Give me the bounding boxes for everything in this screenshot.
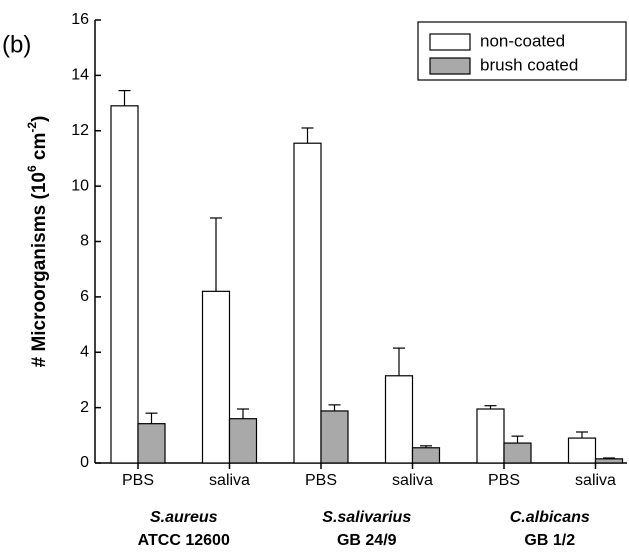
x-tick-label: saliva xyxy=(575,472,616,489)
y-tick-label: 8 xyxy=(80,233,89,250)
bar xyxy=(110,105,139,464)
y-label-part: cm xyxy=(29,133,50,166)
x-tick-label: PBS xyxy=(305,472,337,489)
panel-label: (b) xyxy=(2,31,31,58)
y-label-part: ) xyxy=(29,116,50,122)
group-label: S.salivarius xyxy=(322,509,411,526)
x-tick-label: saliva xyxy=(392,472,433,489)
y-axis-label: # Microorganisms (106 cm-2) xyxy=(25,116,50,368)
group-label: GB 1/2 xyxy=(524,532,575,549)
bar xyxy=(293,142,322,464)
x-tick-label: PBS xyxy=(122,472,154,489)
group-label: C.albicans xyxy=(510,509,590,526)
legend-label: non-coated xyxy=(480,31,565,50)
y-label-part: 6 xyxy=(25,165,39,172)
y-tick-label: 10 xyxy=(71,177,89,194)
y-tick-label: 14 xyxy=(71,67,89,84)
y-label-part: -2 xyxy=(25,122,39,133)
x-tick-label: PBS xyxy=(488,472,520,489)
bar xyxy=(384,375,414,464)
y-tick-label: 12 xyxy=(71,122,89,139)
bar xyxy=(594,458,624,464)
bar xyxy=(567,437,597,464)
group-label: S.aureus xyxy=(150,509,218,526)
legend-label: brush coated xyxy=(480,55,578,74)
group-label: ATCC 12600 xyxy=(138,532,230,549)
y-tick-label: 0 xyxy=(80,454,89,471)
bar xyxy=(503,442,532,464)
x-tick-label: saliva xyxy=(209,472,250,489)
group-label: GB 24/9 xyxy=(337,532,397,549)
legend-swatch xyxy=(429,57,471,75)
legend-swatch xyxy=(429,33,471,51)
bar xyxy=(411,447,441,464)
bar xyxy=(320,410,349,464)
y-tick-label: 4 xyxy=(80,343,89,360)
y-tick-label: 6 xyxy=(80,288,89,305)
bar xyxy=(137,423,166,464)
y-label-part: # Microorganisms (10 xyxy=(29,172,50,367)
bar xyxy=(201,290,231,464)
bar xyxy=(476,408,505,464)
y-tick-label: 2 xyxy=(80,399,89,416)
bar xyxy=(228,418,258,464)
y-tick-label: 16 xyxy=(71,11,89,28)
